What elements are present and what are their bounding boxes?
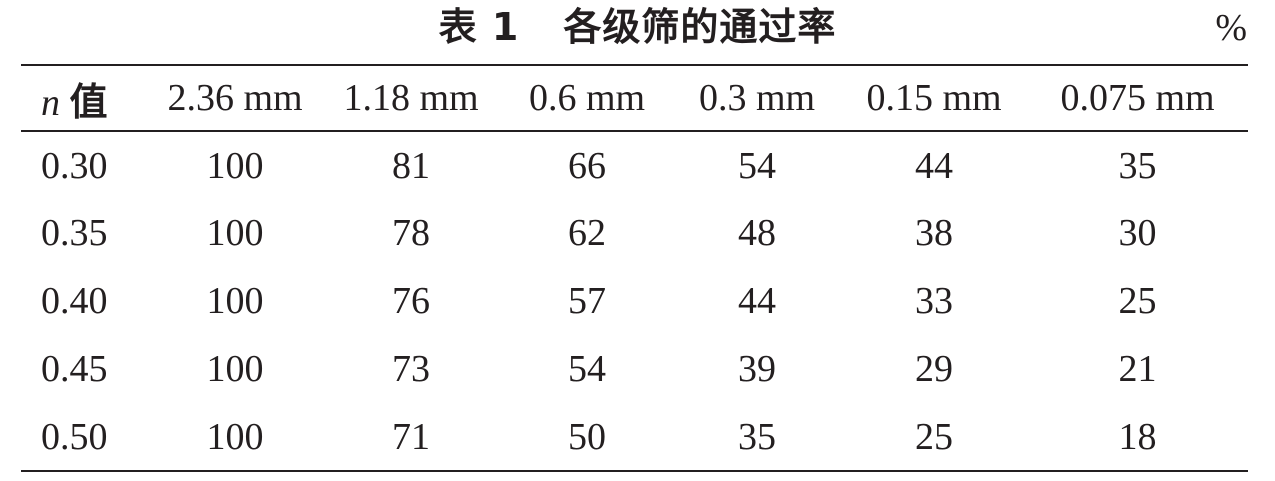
table-header: n 值 2.36 mm 1.18 mm 0.6 mm 0.3 mm 0.15 m… (21, 65, 1248, 131)
table-cell: 18 (1118, 415, 1157, 458)
header-col: 2.36 mm (167, 77, 303, 119)
sieve-passing-rate-table: n 值 2.36 mm 1.18 mm 0.6 mm 0.3 mm 0.15 m… (21, 64, 1248, 472)
header-row: n 值 2.36 mm 1.18 mm 0.6 mm 0.3 mm 0.15 m… (21, 65, 1248, 131)
table-cell: 44 (915, 144, 953, 187)
table-cell: 100 (206, 212, 264, 254)
row-n-value: 0.30 (41, 144, 108, 187)
table-cell: 33 (915, 280, 953, 322)
table-caption: 表 1 各级筛的通过率 (0, 2, 1275, 52)
row-n-value: 0.50 (41, 415, 108, 458)
table-cell: 62 (568, 212, 606, 254)
table-cell: 50 (568, 415, 606, 458)
row-n-value: 0.40 (41, 280, 108, 322)
table-cell: 54 (568, 348, 606, 390)
table-cell: 54 (738, 144, 776, 187)
table-cell: 73 (392, 348, 430, 390)
table-row: 0.30 100 81 66 54 44 35 (21, 131, 1248, 199)
header-n-suffix: 值 (69, 79, 108, 124)
table-cell: 100 (206, 415, 264, 458)
table-cell: 81 (392, 144, 430, 187)
table-cell: 100 (206, 280, 264, 322)
table-cell: 38 (915, 212, 953, 254)
table-cell: 25 (1118, 280, 1157, 322)
table-cell: 29 (915, 348, 953, 390)
table-cell: 39 (738, 348, 776, 390)
header-n-value: n 值 (21, 65, 149, 131)
header-n-symbol: n (41, 81, 60, 124)
header-col: 0.3 mm (698, 77, 816, 119)
header-col: 0.15 mm (866, 77, 1002, 119)
table-row: 0.35 100 78 62 48 38 30 (21, 199, 1248, 267)
table-caption-number: 表 1 (438, 5, 520, 49)
table-row: 0.40 100 76 57 44 33 25 (21, 267, 1248, 335)
table-cell: 21 (1118, 348, 1157, 390)
table-unit: % (1215, 7, 1247, 49)
table-cell: 35 (738, 415, 776, 458)
header-col: 0.075 mm (1060, 77, 1215, 119)
table-cell: 66 (568, 144, 606, 187)
table-cell: 35 (1118, 144, 1157, 187)
table-cell: 25 (915, 415, 953, 458)
table-body: 0.30 100 81 66 54 44 35 0.35 100 78 62 4… (21, 131, 1248, 471)
header-col: 0.6 mm (528, 77, 646, 119)
table-cell: 100 (206, 144, 264, 187)
header-col: 1.18 mm (343, 77, 479, 119)
table-cell: 44 (738, 280, 776, 322)
table-cell: 76 (392, 280, 430, 322)
table-cell: 71 (392, 415, 430, 458)
table-cell: 48 (738, 212, 776, 254)
table-cell: 100 (206, 348, 264, 390)
row-n-value: 0.35 (41, 212, 108, 254)
table-row: 0.45 100 73 54 39 29 21 (21, 335, 1248, 403)
table-cell: 30 (1118, 212, 1157, 254)
row-n-value: 0.45 (41, 348, 108, 390)
table-title-row: 表 1 各级筛的通过率 % (0, 0, 1275, 62)
table-cell: 78 (392, 212, 430, 254)
table-cell: 57 (568, 280, 606, 322)
table-row: 0.50 100 71 50 35 25 18 (21, 403, 1248, 471)
table-caption-text: 各级筛的通过率 (563, 5, 837, 49)
